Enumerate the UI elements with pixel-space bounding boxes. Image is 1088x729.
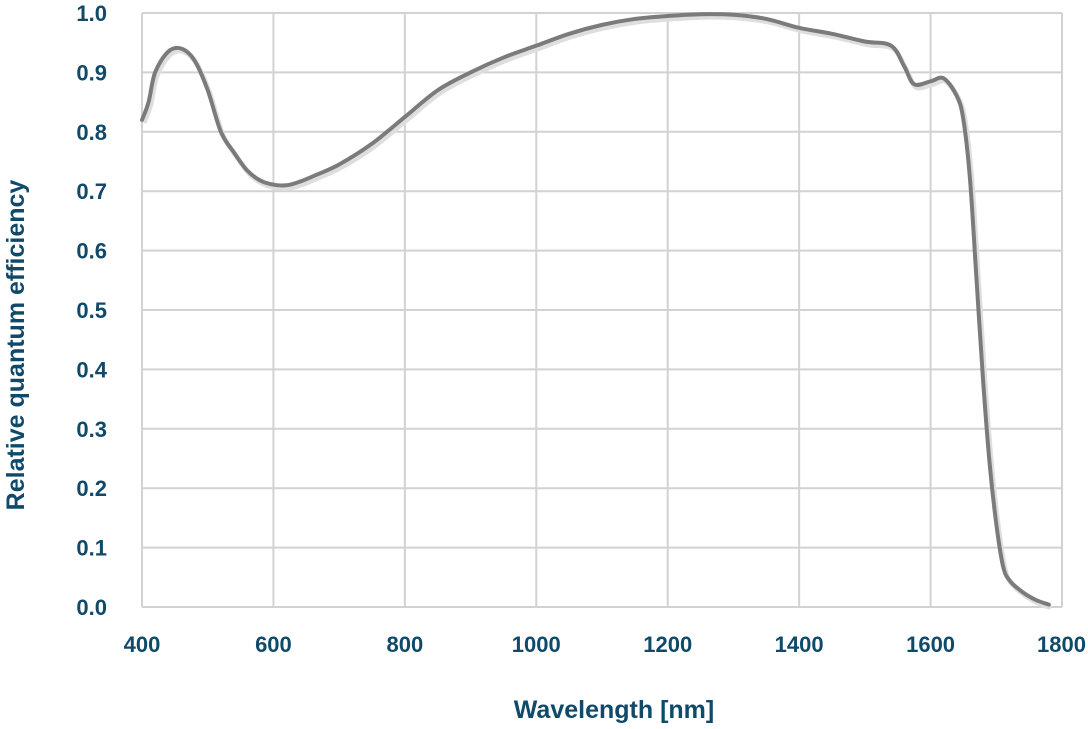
x-tick-label: 1800 [1037,632,1086,657]
x-tick-label: 1400 [775,632,824,657]
y-tick-label: 0.1 [76,536,107,561]
y-tick-labels: 0.0 0.1 0.2 0.3 0.4 0.5 0.6 0.7 0.8 0.9 1.0 [76,1,107,620]
series-line-shadow [141,14,1052,610]
x-tick-label: 800 [386,632,423,657]
series-line [140,12,1051,607]
y-tick-label: 0.0 [76,595,107,620]
x-tick-label: 1000 [512,632,561,657]
y-tick-label: 0.8 [76,120,107,145]
y-tick-label: 0.6 [76,239,107,264]
series-layer [140,12,1052,610]
y-tick-label: 0.9 [76,60,107,85]
x-tick-labels: 400 600 800 1000 1200 1400 1600 1800 [124,632,1086,657]
y-tick-label: 1.0 [76,1,107,26]
x-tick-label: 600 [255,632,292,657]
y-tick-label: 0.5 [76,298,107,323]
y-axis-title: Relative quantum efficiency [2,180,30,511]
y-tick-label: 0.3 [76,417,107,442]
x-tick-label: 1600 [906,632,955,657]
x-tick-label: 1200 [643,632,692,657]
grid-lines [141,12,1063,608]
y-tick-label: 0.2 [76,476,107,501]
y-tick-label: 0.4 [76,357,107,382]
x-tick-label: 400 [124,632,161,657]
y-tick-label: 0.7 [76,179,107,204]
x-axis-title: Wavelength [nm] [514,696,714,724]
